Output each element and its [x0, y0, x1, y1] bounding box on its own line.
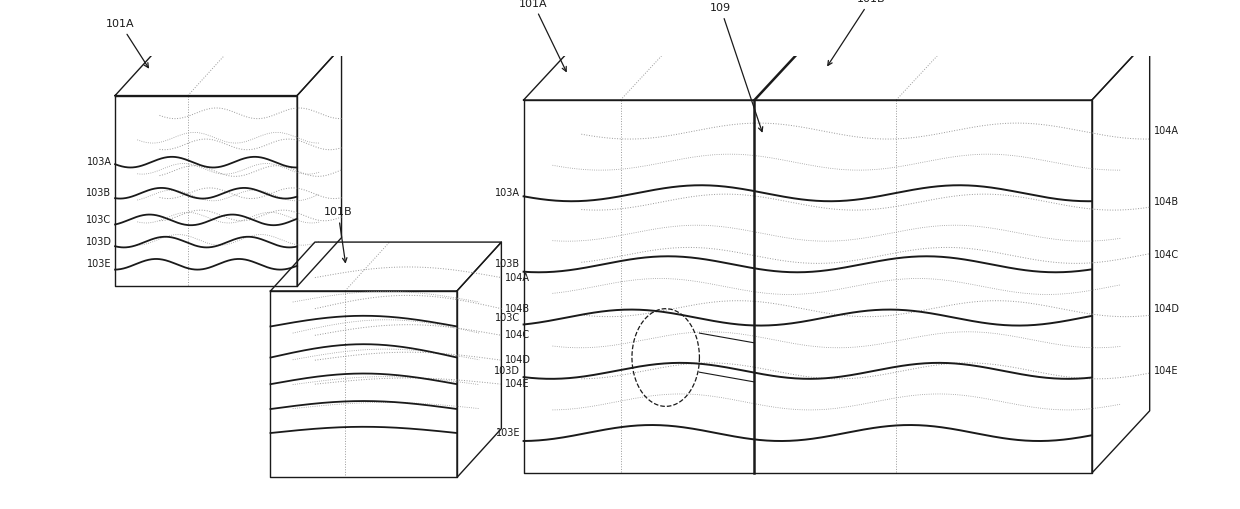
Text: 101A: 101A: [107, 19, 149, 68]
Text: 103C: 103C: [495, 313, 520, 323]
Text: 103B: 103B: [495, 259, 520, 269]
Text: 103D: 103D: [494, 366, 520, 376]
Text: 101A: 101A: [520, 0, 567, 71]
Text: 104E: 104E: [505, 379, 529, 389]
Text: 104D: 104D: [505, 355, 531, 365]
Text: 103D: 103D: [86, 237, 112, 247]
Text: 104E: 104E: [1154, 366, 1178, 376]
Text: 103A: 103A: [87, 157, 112, 167]
Text: 104B: 104B: [505, 304, 529, 314]
Text: 104A: 104A: [505, 273, 529, 282]
Text: 104B: 104B: [1154, 197, 1179, 207]
Text: 109: 109: [711, 3, 763, 131]
Text: 104C: 104C: [505, 330, 529, 341]
Text: 104A: 104A: [1154, 126, 1179, 136]
Text: 103C: 103C: [87, 215, 112, 225]
Text: 103A: 103A: [495, 188, 520, 198]
Text: 103E: 103E: [87, 259, 112, 269]
Text: 101B: 101B: [828, 0, 885, 66]
Text: 104D: 104D: [1154, 304, 1180, 314]
Text: 101B: 101B: [324, 208, 352, 262]
Text: 103E: 103E: [496, 428, 520, 438]
Text: 104C: 104C: [1154, 250, 1179, 261]
Text: 103B: 103B: [87, 188, 112, 198]
